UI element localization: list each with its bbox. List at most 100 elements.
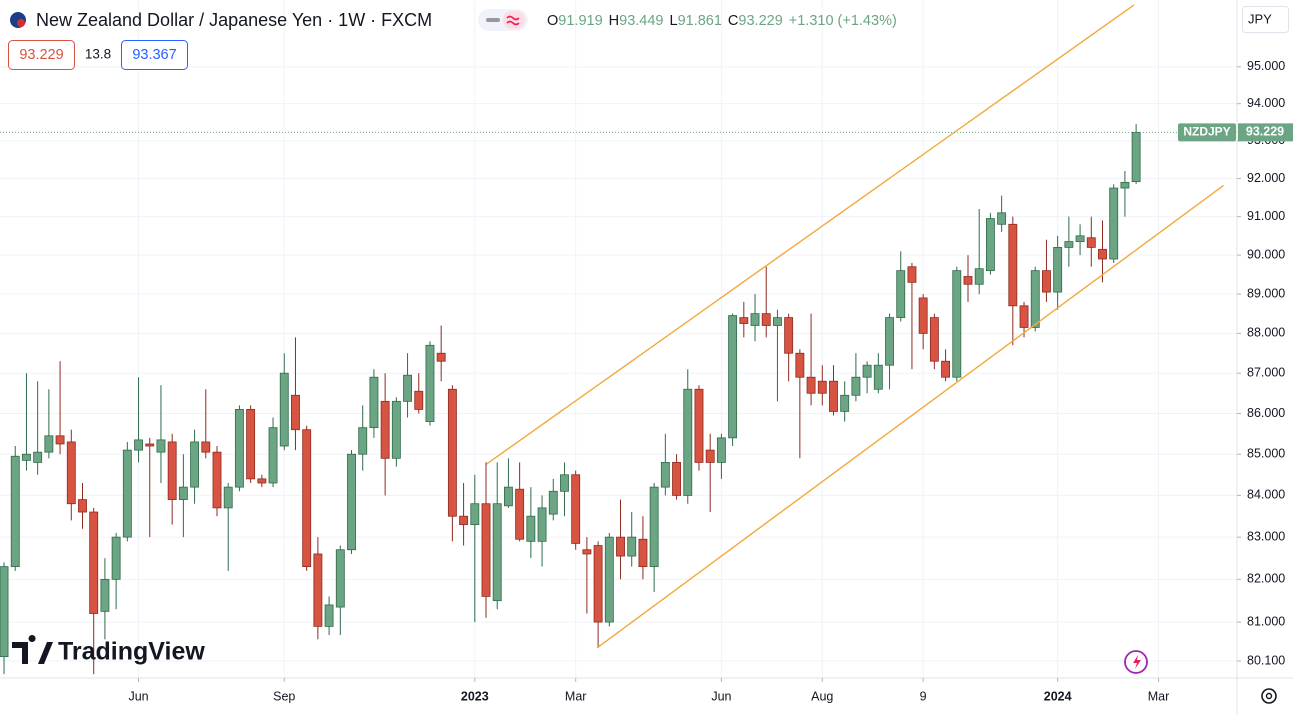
symbol-tag [1178, 123, 1236, 142]
x-tick-label: Mar [1148, 689, 1170, 703]
candle-body [447, 388, 457, 517]
candle-body [1075, 235, 1085, 243]
y-tick-label: 95.000 [1247, 59, 1285, 73]
candle-body [761, 313, 771, 326]
candle-body [55, 435, 65, 445]
candle-body [537, 507, 547, 542]
candle-body [380, 400, 390, 459]
candle-body [156, 439, 166, 453]
candle-body [705, 449, 715, 463]
y-tick-label: 80.100 [1247, 653, 1285, 667]
x-tick-label: 2023 [461, 689, 489, 703]
candle-body [403, 374, 412, 402]
candle-body [896, 270, 906, 318]
candle-body [358, 427, 368, 455]
candle-body [773, 317, 782, 326]
candle-body [795, 352, 805, 378]
candle-body [660, 462, 670, 488]
x-tick-label: Jun [128, 689, 148, 703]
candle-body [784, 317, 794, 354]
ohlc-value: 93.229 [738, 13, 782, 29]
candle-body [604, 536, 614, 623]
candle-body [829, 380, 838, 412]
candle-body [907, 266, 917, 283]
trend-line [486, 4, 1135, 465]
y-tick-label: 86.000 [1247, 406, 1285, 420]
candle-body [369, 376, 379, 429]
candle-body [1120, 181, 1130, 189]
candle-body [134, 439, 143, 451]
y-tick-label: 82.000 [1247, 572, 1285, 586]
candle-body [268, 427, 278, 484]
candle-body [178, 486, 188, 500]
candle-body [223, 486, 233, 509]
symbol-label: NZDJPY [1183, 125, 1230, 139]
minus-icon [486, 18, 500, 22]
candle-body [22, 453, 31, 461]
candle-body [313, 553, 323, 627]
ohlc-value: 91.861 [678, 13, 722, 29]
y-tick-label: 84.000 [1247, 488, 1285, 502]
candle-body [436, 352, 446, 362]
alert-bolt [1133, 655, 1141, 669]
candle-body [851, 376, 861, 396]
candle-body [672, 462, 681, 496]
candle-body [1064, 241, 1074, 248]
candle-body [683, 388, 693, 496]
candle-body [347, 453, 356, 551]
x-tick-label: Aug [811, 689, 833, 703]
candle-body [1131, 131, 1141, 183]
buy-box[interactable] [121, 40, 188, 70]
candle-body [391, 400, 401, 459]
candle-body [324, 604, 334, 627]
sell-box[interactable] [8, 40, 75, 70]
candle-body [1098, 248, 1107, 260]
candle-body [862, 364, 872, 378]
wave-bg [503, 11, 525, 29]
candle-body [952, 270, 962, 378]
y-tick-label: 91.000 [1247, 209, 1285, 223]
spread: 13.8 [85, 47, 111, 62]
settings-icon[interactable] [1261, 688, 1277, 704]
candle-body [1086, 237, 1096, 248]
candle-body [291, 394, 300, 431]
candle-body [885, 317, 894, 366]
y-tick-label: 88.000 [1247, 326, 1285, 340]
ohlc-key: C [728, 13, 738, 29]
y-tick-label: 92.000 [1247, 171, 1285, 185]
candle-body [593, 545, 603, 623]
candle-body [526, 515, 536, 542]
x-tick-label: Mar [565, 689, 587, 703]
candle-body [694, 388, 704, 463]
candle-body [414, 390, 424, 410]
candle-body [425, 344, 435, 422]
logo: TradingView [12, 635, 205, 666]
candle-body [246, 409, 256, 480]
y-tick-label: 85.000 [1247, 446, 1285, 460]
candle-body [66, 441, 76, 505]
candle-body [10, 455, 20, 568]
candle-body [1042, 270, 1051, 293]
candle-body [649, 486, 659, 568]
candle-body [627, 536, 637, 557]
price-tag [1238, 123, 1293, 142]
candle-body [716, 437, 726, 463]
candle-body [302, 429, 312, 568]
ohlc-value: 93.449 [619, 13, 663, 29]
header: New Zealand Dollar / Japanese Yen · 1W ·… [8, 9, 897, 70]
candle-body [33, 451, 43, 463]
candle-body [817, 380, 827, 394]
candle-body [44, 435, 54, 453]
currency-button[interactable] [1242, 6, 1289, 33]
flag-icon-part [17, 19, 25, 27]
candle-body [122, 449, 132, 538]
candle-body [974, 268, 984, 285]
candle-body [548, 490, 558, 515]
x-tick-label: 2024 [1044, 689, 1072, 703]
candle-body [582, 549, 592, 555]
sell-price: 93.229 [19, 47, 63, 63]
y-tick-label: 81.000 [1247, 614, 1285, 628]
x-tick-label: 9 [920, 689, 927, 703]
candle-body [750, 313, 760, 326]
